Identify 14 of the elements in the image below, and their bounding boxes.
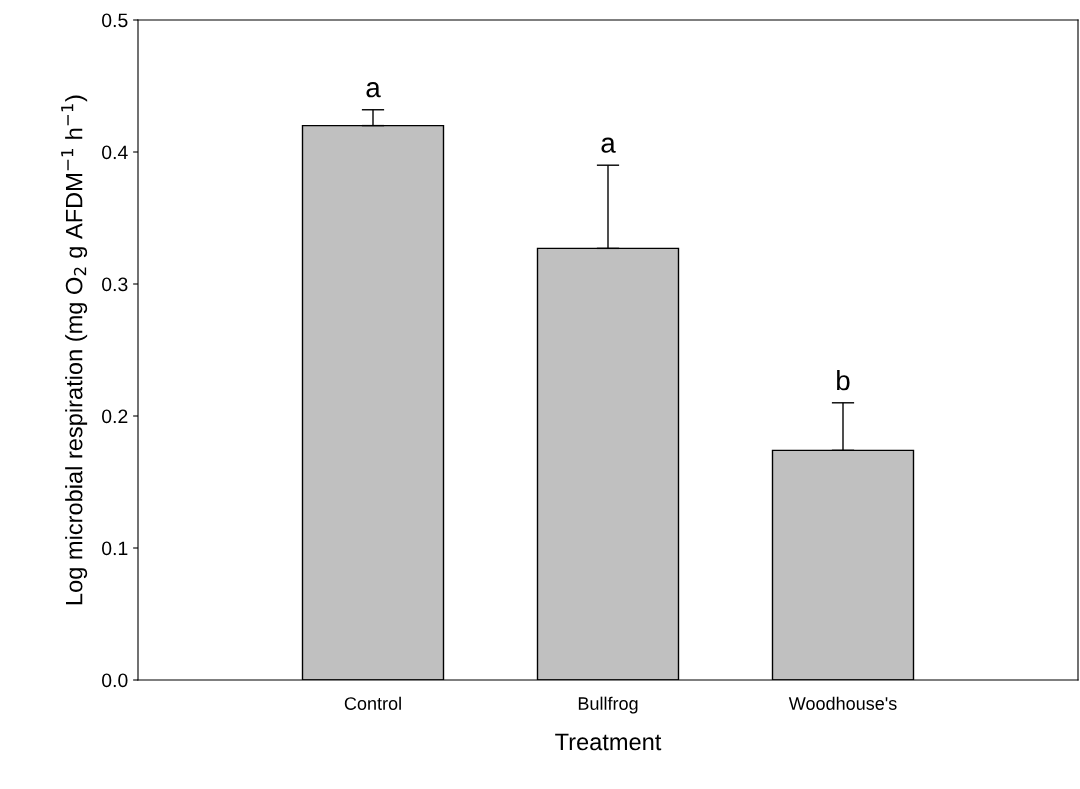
annotation: a: [601, 137, 616, 153]
y-tick-label: 0.5: [102, 13, 128, 28]
y-tick-label: 0.4: [102, 145, 128, 160]
y-tick-label: 0.0: [102, 673, 128, 688]
y-tick-label: 0.3: [102, 277, 128, 292]
annotation: b: [837, 369, 850, 391]
x-tick-label: Control: [344, 696, 401, 710]
y-tick-label: 0.2: [102, 409, 128, 424]
x-tick-label: Woodhouse's: [788, 696, 897, 710]
y-tick-label: 0.1: [102, 541, 128, 556]
x-axis-title: Treatment: [555, 733, 662, 751]
y-axis-title: Log microbial respiration (mg O$_{2}$ g AFDM$^{−1}$ h$^{−1}$): [61, 95, 88, 605]
annotation: a: [366, 82, 381, 98]
x-tick-label: Bullfrog: [578, 696, 638, 714]
